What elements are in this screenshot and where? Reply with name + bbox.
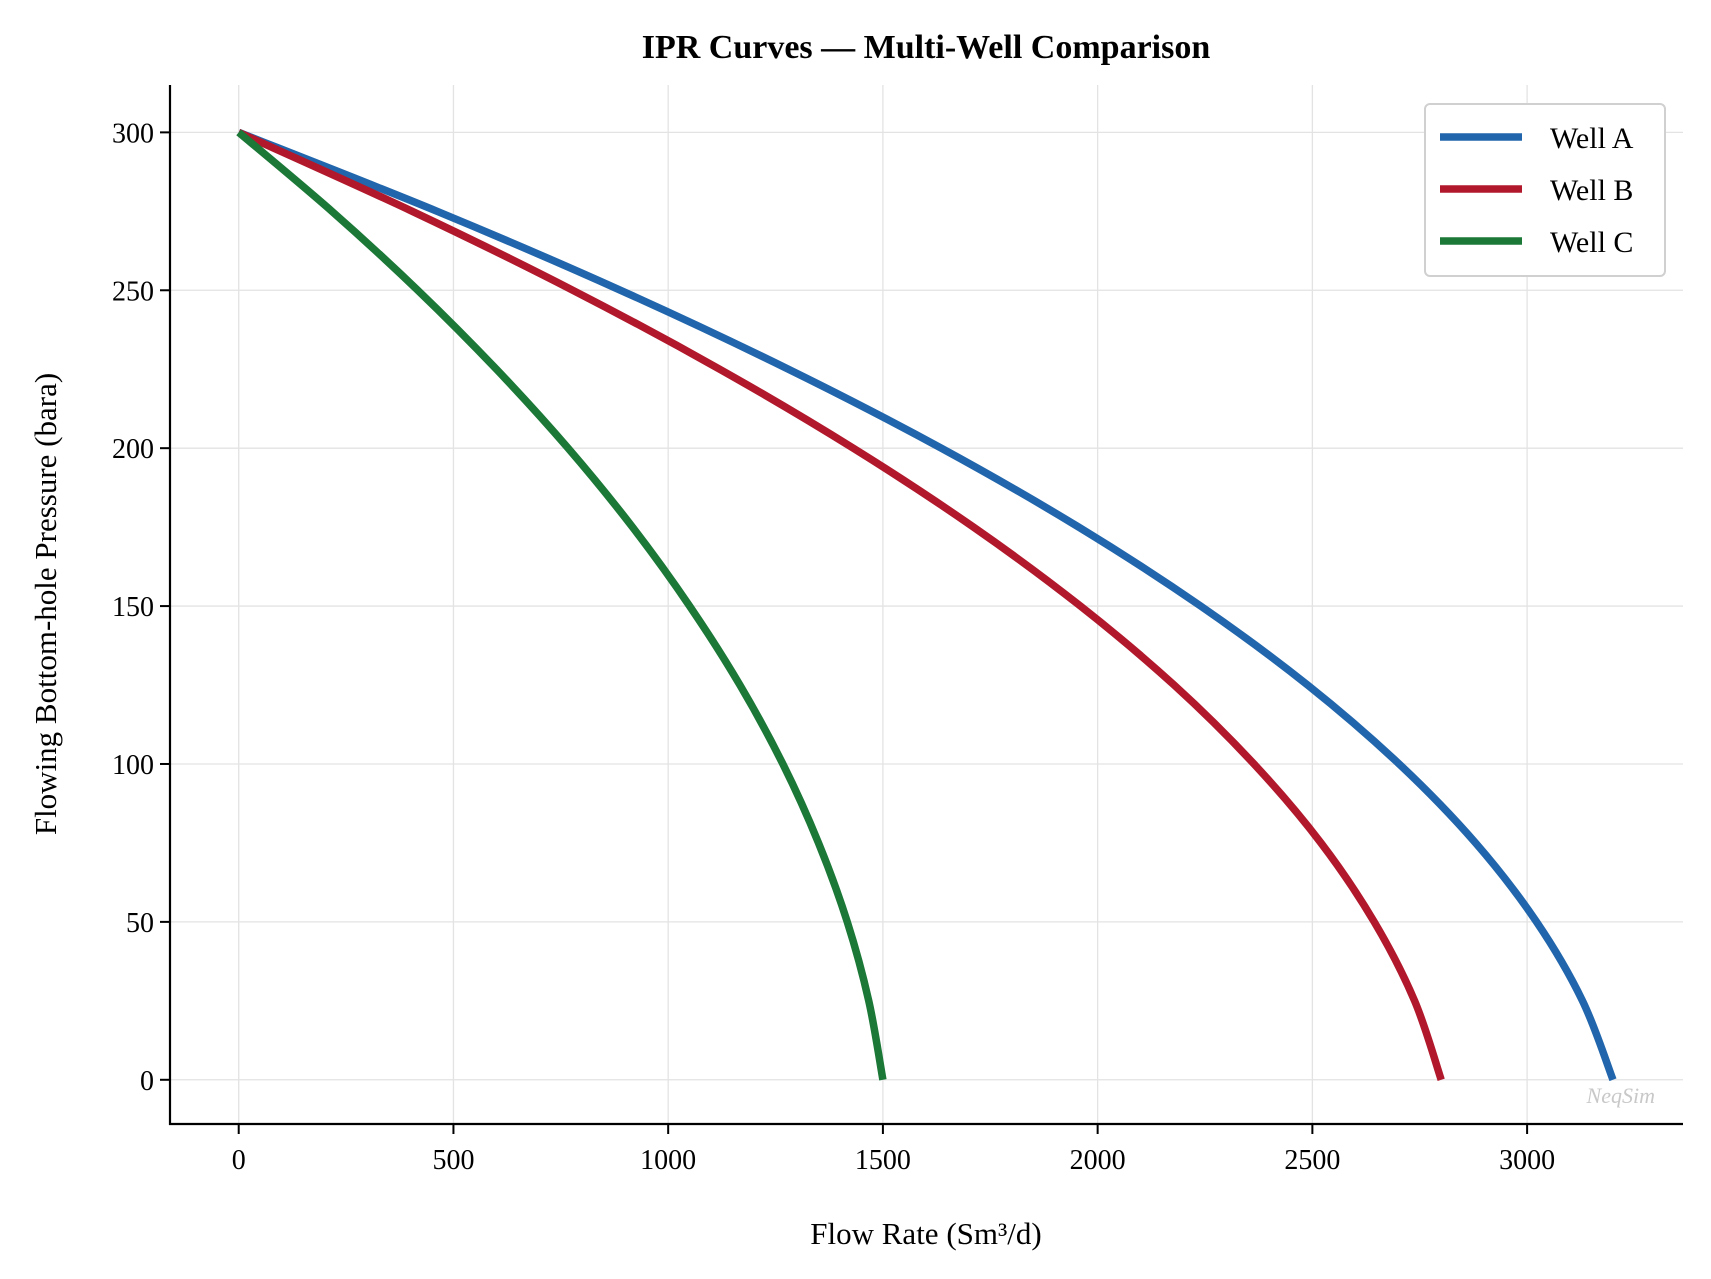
x-tick-label: 2000	[1070, 1145, 1126, 1176]
x-tick-label: 500	[432, 1145, 474, 1176]
x-tick-label: 0	[232, 1145, 246, 1176]
legend-box	[1424, 103, 1666, 277]
axes	[168, 85, 1683, 1126]
x-tick-label: 3000	[1499, 1145, 1555, 1176]
series-line-well-c	[236, 129, 887, 1081]
legend: Well A Well B Well C	[1424, 103, 1666, 277]
y-tick-label: 300	[112, 118, 154, 149]
x-axis-label: Flow Rate (Sm³/d)	[810, 1216, 1041, 1251]
series-line-well-a	[237, 128, 1617, 1082]
y-tick-label: 50	[126, 908, 154, 939]
y-tick-label: 200	[112, 434, 154, 465]
x-tick-label: 1500	[855, 1145, 911, 1176]
series-line-well-b	[237, 128, 1445, 1081]
legend-label: Well C	[1550, 226, 1633, 259]
y-ticks: 0 50 100 150 200 250 300	[112, 118, 170, 1097]
y-tick-label: 250	[112, 276, 154, 307]
chart-title: IPR Curves — Multi-Well Comparison	[642, 29, 1211, 66]
x-ticks: 0 500 1000 1500 2000 2500 3000	[232, 1124, 1555, 1176]
legend-label: Well A	[1550, 122, 1634, 155]
watermark: NeqSim	[1586, 1083, 1655, 1108]
x-tick-label: 1000	[640, 1145, 696, 1176]
series-lines	[236, 128, 1617, 1082]
y-tick-label: 100	[112, 750, 154, 781]
y-axis-label: Flowing Bottom-hole Pressure (bara)	[28, 373, 63, 835]
legend-label: Well B	[1550, 174, 1633, 207]
y-tick-label: 0	[140, 1066, 154, 1097]
y-tick-label: 150	[112, 592, 154, 623]
x-tick-label: 2500	[1284, 1145, 1340, 1176]
